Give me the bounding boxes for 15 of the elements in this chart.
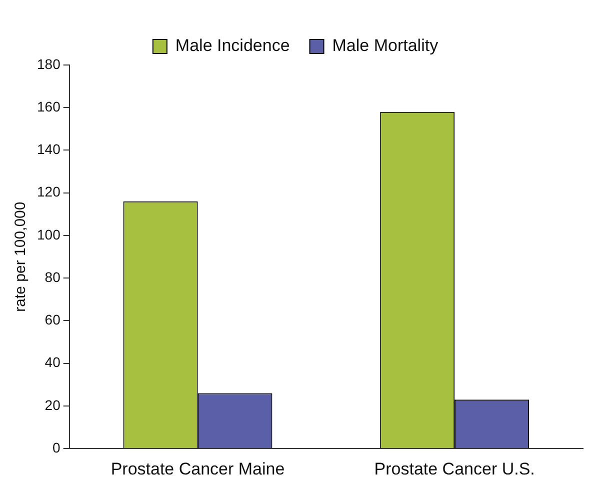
y-tick-label: 160 xyxy=(37,98,61,114)
y-tick-label: 20 xyxy=(44,396,61,413)
y-tick-label: 40 xyxy=(44,354,61,370)
y-tick-label: 80 xyxy=(44,268,61,285)
y-tick-label: 0 xyxy=(52,439,61,456)
legend-label: Male Mortality xyxy=(332,36,439,56)
y-tick-label: 100 xyxy=(37,226,61,242)
y-axis-title: rate per 100,000 xyxy=(12,202,30,312)
y-tick-label: 140 xyxy=(37,141,61,158)
legend-label: Male Incidence xyxy=(175,36,290,56)
x-tick-label: Prostate Cancer Maine xyxy=(110,459,285,478)
x-tick-label: Prostate Cancer U.S. xyxy=(374,459,535,478)
y-tick-label: 120 xyxy=(37,184,61,200)
y-tick-label: 180 xyxy=(37,56,61,72)
y-tick-label: 60 xyxy=(44,312,61,328)
